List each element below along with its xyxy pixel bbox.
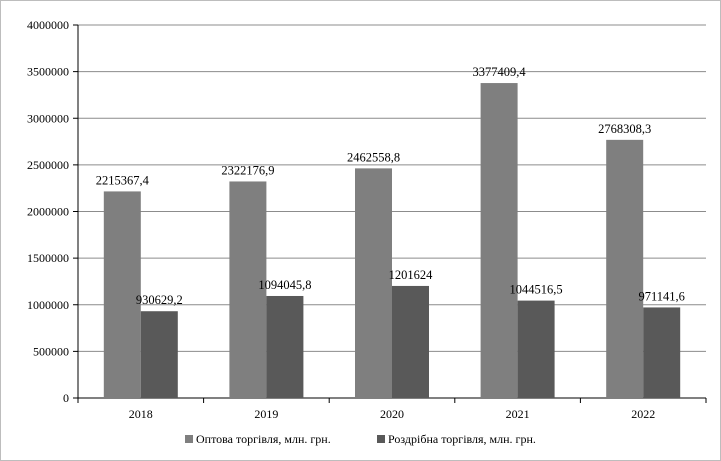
data-label-wholesale: 2322176,9 (221, 163, 274, 177)
x-tick-label: 2022 (631, 407, 655, 421)
x-tick-label: 2019 (254, 407, 278, 421)
y-tick-label: 1000000 (27, 298, 69, 312)
bar-wholesale (606, 139, 644, 398)
y-tick-label: 3500000 (27, 65, 69, 79)
data-label-retail: 930629,2 (136, 293, 183, 307)
y-tick-label: 4000000 (27, 18, 69, 32)
x-tick-label: 2021 (506, 407, 530, 421)
bar-wholesale (103, 191, 141, 398)
data-label-wholesale: 3377409,4 (473, 65, 527, 79)
bar-wholesale (355, 168, 392, 398)
data-label-wholesale: 2215367,4 (96, 173, 150, 187)
bar-retail (266, 295, 304, 398)
bar-retail (517, 300, 555, 398)
y-tick-label: 0 (63, 391, 69, 405)
data-label-retail: 1044516,5 (510, 283, 563, 297)
bars (103, 83, 681, 398)
data-labels: 2215367,4 2322176,9 2462558,8 3377409,4 2768… (96, 65, 685, 307)
y-tick-label: 3000000 (27, 111, 69, 125)
axes: 0 500000 1000000 1500000 2000000 2500000 30000… (27, 18, 707, 421)
y-tick-label: 500000 (33, 344, 69, 358)
legend-label-retail: Роздрібна торгівля, млн. грн. (388, 432, 536, 446)
x-tick-label: 2020 (380, 407, 404, 421)
data-label-retail: 1201624 (389, 268, 434, 282)
bar-wholesale (480, 83, 518, 398)
legend-swatch-wholesale (185, 435, 193, 443)
data-label-retail: 1094045,8 (258, 278, 311, 292)
y-tick-label: 2500000 (27, 158, 69, 172)
legend: Оптова торгівля, млн. грн. Роздрібна торг… (185, 432, 536, 446)
bar-retail (643, 307, 681, 398)
data-label-retail: 971141,6 (638, 289, 684, 303)
y-tick-label: 1500000 (27, 251, 69, 265)
data-label-wholesale: 2768308,3 (598, 122, 651, 136)
y-tick-label: 2000000 (27, 205, 69, 219)
x-tick-label: 2018 (129, 407, 153, 421)
bar-wholesale (229, 181, 267, 398)
data-label-wholesale: 2462558,8 (347, 150, 400, 164)
bar-retail (140, 311, 178, 398)
bar-retail (392, 285, 429, 398)
legend-swatch-retail (377, 435, 385, 443)
legend-label-wholesale: Оптова торгівля, млн. грн. (196, 432, 331, 446)
